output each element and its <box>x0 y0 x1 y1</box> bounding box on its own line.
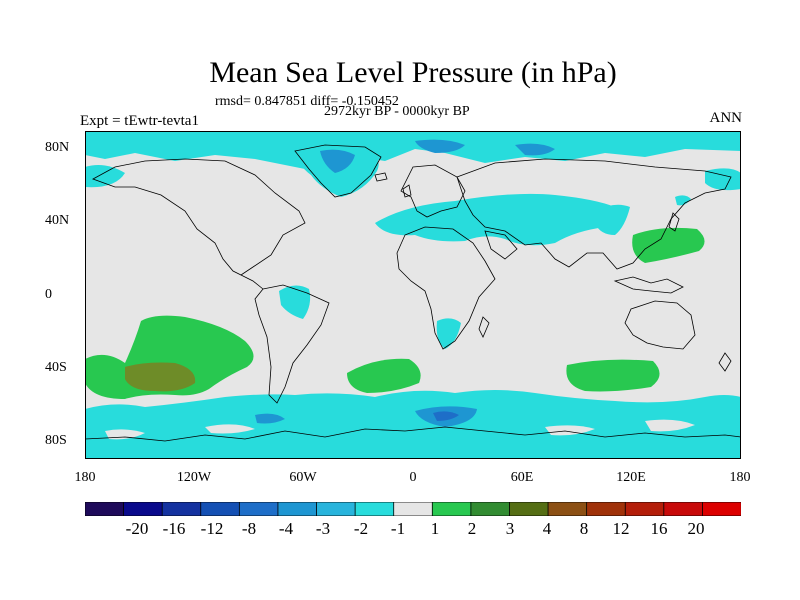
colorbar-label: 2 <box>467 519 477 538</box>
colorbar-swatch <box>354 502 395 516</box>
colorbar-swatch <box>316 502 356 516</box>
coast-north-america <box>92 158 306 276</box>
coastlines <box>85 144 741 442</box>
colorbar-swatch <box>161 502 202 516</box>
colorbar-swatch <box>470 502 511 516</box>
coast-australia <box>624 300 696 350</box>
coast-south-america <box>254 284 330 404</box>
anomaly-amazon <box>279 285 311 319</box>
lon-label-0: 0 <box>409 470 417 485</box>
anomaly-antarctic-deep <box>433 411 459 421</box>
colorbar-swatch <box>509 502 549 516</box>
coast-iceland <box>374 172 388 182</box>
anomaly-indian-ocean-high <box>566 359 660 392</box>
colorbar-label: 20 <box>687 519 705 538</box>
coast-japan <box>668 212 680 232</box>
lon-label-60e: 60E <box>510 470 534 485</box>
lon-label-60w: 60W <box>289 470 317 485</box>
coast-uk <box>402 184 412 198</box>
anomaly-west-pacific-high <box>632 227 705 263</box>
colorbar-label: -12 <box>200 519 224 538</box>
anomaly-south-pacific-core <box>125 362 196 392</box>
colorbar-swatch <box>663 502 704 516</box>
colorbar-label: -20 <box>125 519 149 538</box>
anomaly-south-atlantic-high <box>347 358 421 393</box>
anomaly-southern-ocean-gap-3 <box>545 425 595 436</box>
anomaly-southern-africa <box>436 318 461 349</box>
colorbar-label: 16 <box>650 519 668 538</box>
anomaly-southern-ocean-gap-4 <box>645 419 695 432</box>
anomaly-greenland-core <box>320 149 355 173</box>
colorbar-label: -16 <box>162 519 186 538</box>
coast-new-zealand <box>718 352 732 372</box>
anomaly-north-pacific-west <box>85 165 125 188</box>
lat-label-80n: 80N <box>45 140 70 155</box>
colorbar-label: 12 <box>612 519 630 538</box>
colorbar-swatch <box>393 502 433 516</box>
colorbar-label: -3 <box>315 519 331 538</box>
anomaly-japan-spot <box>675 195 691 206</box>
coast-madagascar <box>478 316 490 338</box>
colorbar-label: 8 <box>579 519 589 538</box>
colorbar-swatch <box>702 502 741 516</box>
chart-title: Mean Sea Level Pressure (in hPa) <box>209 56 617 89</box>
lon-label-180w: 180 <box>74 470 96 485</box>
colorbar-swatch <box>624 502 665 516</box>
colorbar-label: 4 <box>542 519 552 538</box>
lat-label-0: 0 <box>45 287 52 302</box>
lon-label-180e: 180 <box>729 470 751 485</box>
colorbar-label: -4 <box>278 519 294 538</box>
period-line: 2972kyr BP - 0000kyr BP <box>324 104 470 119</box>
coast-arabia <box>484 230 518 260</box>
anomaly-east-asia-jet <box>595 204 630 235</box>
anomaly-eurasia <box>375 193 619 246</box>
colorbar-swatch <box>123 502 163 516</box>
colorbar-label: -2 <box>353 519 369 538</box>
colorbar-swatch <box>238 502 279 516</box>
lat-label-80s: 80S <box>45 433 67 448</box>
anomaly-arctic-band <box>85 131 741 171</box>
coast-africa <box>396 226 496 350</box>
colorbar-label: 3 <box>505 519 515 538</box>
experiment-label: Expt = tEwtr-tevta1 <box>80 113 199 129</box>
coast-europe <box>400 164 466 218</box>
pressure-anomaly-map <box>85 131 741 459</box>
anomaly-southern-ocean-gap-1 <box>105 429 145 440</box>
anomaly-southern-ocean-gap-2 <box>205 424 255 434</box>
colorbar-label: -8 <box>241 519 257 538</box>
colorbar-label: -1 <box>390 519 406 538</box>
anomaly-antarctic-core-2 <box>255 413 285 424</box>
coast-greenland <box>294 144 382 198</box>
lat-label-40s: 40S <box>45 360 67 375</box>
colorbar-swatch <box>277 502 318 516</box>
lon-label-120e: 120E <box>616 470 646 485</box>
lon-label-120w: 120W <box>176 470 212 485</box>
anomaly-southern-ocean <box>85 390 741 459</box>
lat-label-40n: 40N <box>45 213 70 228</box>
coast-central-america <box>240 274 264 290</box>
anomaly-north-pacific-east <box>705 168 741 191</box>
stats-line: rmsd= 0.847851 diff= -0.150452 <box>215 94 399 109</box>
colorbar-swatch <box>547 502 588 516</box>
colorbar-swatch <box>200 502 241 516</box>
colorbar-swatch <box>85 502 125 516</box>
anomaly-arctic-core-2 <box>515 143 555 156</box>
coast-maritime-se-asia <box>613 276 684 294</box>
map-frame <box>85 131 741 459</box>
colorbar <box>85 502 741 516</box>
colorbar-swatch <box>431 502 472 516</box>
coast-antarctica <box>85 426 741 442</box>
coast-asia <box>456 158 732 270</box>
colorbar-label: 1 <box>430 519 440 538</box>
colorbar-swatch <box>586 502 626 516</box>
season-label: ANN <box>709 110 743 126</box>
anomaly-arctic-core-1 <box>415 139 465 153</box>
